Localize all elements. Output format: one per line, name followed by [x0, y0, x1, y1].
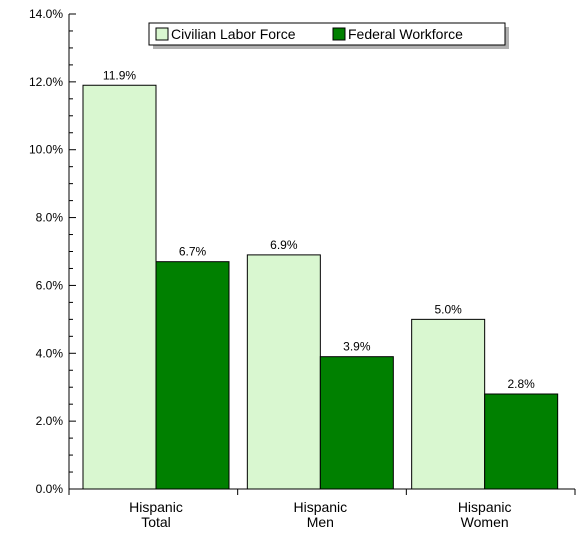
category-label-1-1: Men: [307, 514, 334, 530]
category-label-0-1: Total: [141, 514, 171, 530]
category-label-0-0: Hispanic: [129, 499, 183, 515]
data-label-federal-0: 6.7%: [179, 245, 207, 259]
y-tick-label-6: 12.0%: [29, 75, 63, 89]
bar-federal-2: [484, 393, 559, 490]
legend-label-civilian: Civilian Labor Force: [171, 26, 296, 42]
data-label-civilian-2: 5.0%: [434, 302, 462, 316]
data-label-civilian-0: 11.9%: [103, 68, 136, 82]
y-tick-label-4: 8.0%: [36, 211, 64, 225]
y-tick-label-7: 14.0%: [29, 7, 63, 21]
data-label-federal-1: 3.9%: [343, 340, 371, 354]
y-tick-label-2: 4.0%: [36, 346, 64, 360]
y-tick-label-0: 0.0%: [36, 482, 64, 496]
legend-swatch-civilian: [155, 27, 169, 41]
data-label-federal-2: 2.8%: [507, 377, 535, 391]
bar-civilian-0: [82, 84, 157, 490]
y-tick-label-3: 6.0%: [36, 278, 64, 292]
category-label-2-0: Hispanic: [458, 499, 512, 515]
bar-civilian-2: [411, 318, 486, 490]
category-label-1-0: Hispanic: [293, 499, 347, 515]
bar-federal-1: [319, 356, 394, 490]
legend-swatch-federal: [332, 27, 346, 41]
bars-layer: 11.9% 6.7% 6.9% 3.9% 5.0% 2.8%: [82, 68, 559, 490]
legend-label-federal: Federal Workforce: [348, 26, 463, 42]
y-tick-label-1: 2.0%: [36, 414, 64, 428]
category-label-2-1: Women: [461, 514, 509, 530]
legend-box: [148, 22, 506, 46]
bar-federal-0: [155, 261, 230, 490]
bar-civilian-1: [246, 254, 321, 490]
y-tick-label-5: 10.0%: [29, 143, 63, 157]
data-label-civilian-1: 6.9%: [270, 238, 298, 252]
axes-layer: HispanicTotalHispanicMenHispanicWomen0.0…: [29, 7, 576, 530]
legend: Civilian Labor Force Federal Workforce: [148, 22, 509, 49]
